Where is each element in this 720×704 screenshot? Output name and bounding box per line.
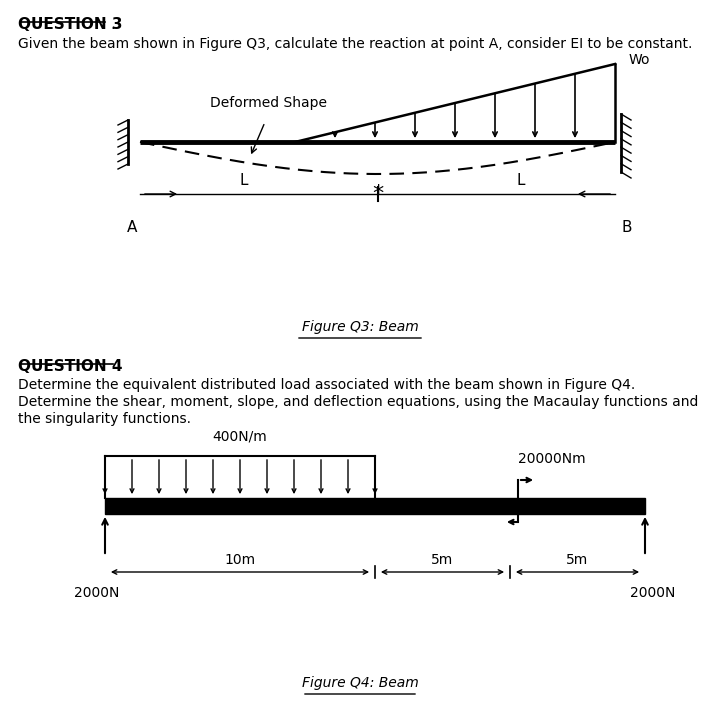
Text: .: . xyxy=(110,17,115,32)
Text: B: B xyxy=(622,220,632,235)
Text: Figure Q3: Beam: Figure Q3: Beam xyxy=(302,320,418,334)
Text: *: * xyxy=(372,184,383,204)
Text: QUESTION 4: QUESTION 4 xyxy=(18,359,122,374)
Text: A: A xyxy=(127,220,138,235)
Text: Deformed Shape: Deformed Shape xyxy=(210,96,327,110)
Text: 5m: 5m xyxy=(567,553,589,567)
Bar xyxy=(105,498,645,514)
Text: L: L xyxy=(240,173,248,188)
Text: 2000N: 2000N xyxy=(74,586,120,600)
Text: 2000N: 2000N xyxy=(630,586,675,600)
Text: the singularity functions.: the singularity functions. xyxy=(18,412,191,426)
Text: 5m: 5m xyxy=(431,553,454,567)
Text: 20000Nm: 20000Nm xyxy=(518,452,585,466)
Text: 400N/m: 400N/m xyxy=(212,430,267,444)
Text: Determine the shear, moment, slope, and deflection equations, using the Macaulay: Determine the shear, moment, slope, and … xyxy=(18,395,698,409)
Text: 10m: 10m xyxy=(225,553,256,567)
Text: Wo: Wo xyxy=(629,53,650,67)
Text: Determine the equivalent distributed load associated with the beam shown in Figu: Determine the equivalent distributed loa… xyxy=(18,378,635,392)
Text: QUESTION 3: QUESTION 3 xyxy=(18,17,122,32)
Text: L: L xyxy=(517,173,526,188)
Text: Given the beam shown in Figure Q3, calculate the reaction at point A, consider E: Given the beam shown in Figure Q3, calcu… xyxy=(18,37,693,51)
Text: Figure Q4: Beam: Figure Q4: Beam xyxy=(302,676,418,690)
